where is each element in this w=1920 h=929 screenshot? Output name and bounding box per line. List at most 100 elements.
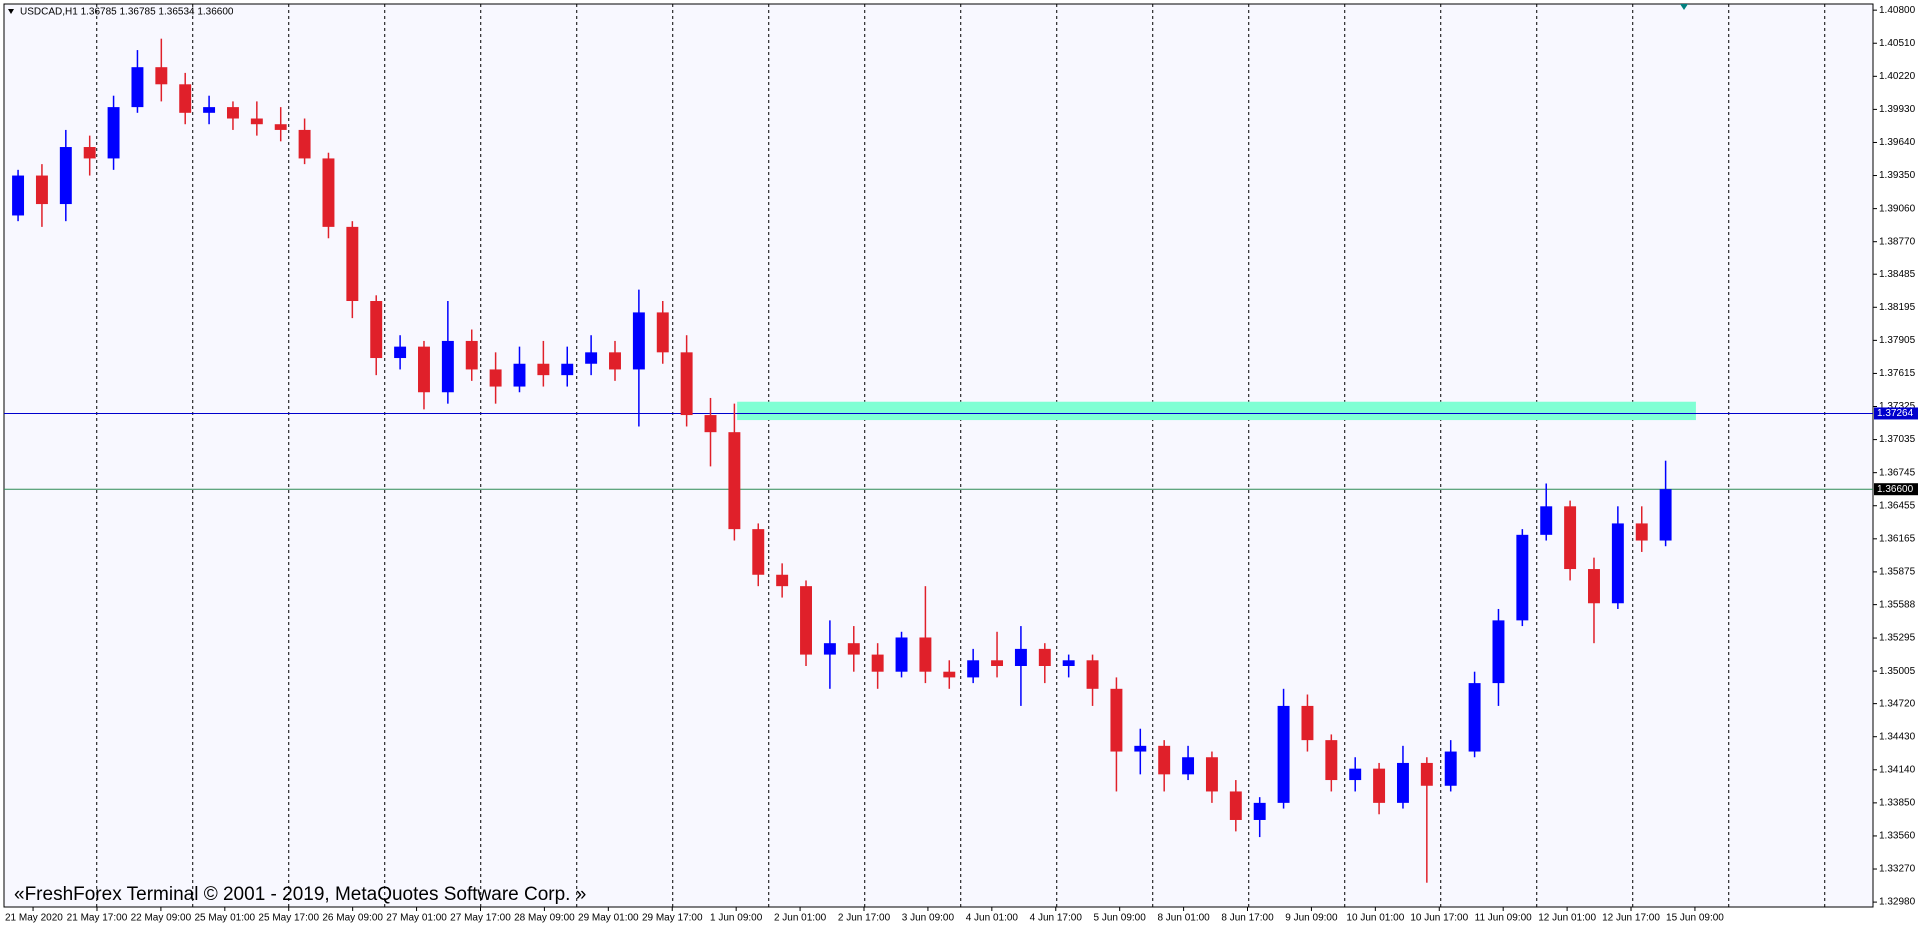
candle-body [680,352,693,416]
x-tick-label: 4 Jun 17:00 [1030,913,1083,924]
x-tick-label: 29 May 01:00 [578,913,639,924]
candle-body [1253,802,1266,820]
y-tick-label: 1.36745 [1879,467,1916,478]
x-tick-label: 29 May 17:00 [642,913,703,924]
candle-body [203,107,216,113]
plot-area [3,3,1874,908]
candle-body [418,346,430,393]
candle-body [776,574,789,587]
candle-body [919,637,932,672]
candle-body [298,129,311,159]
candle-body [107,107,120,159]
y-tick-label: 1.36165 [1879,533,1916,544]
y-tick-label: 1.36455 [1879,500,1916,511]
level-label-box [1874,483,1918,496]
grid [96,4,1826,907]
x-tick-label: 9 Jun 09:00 [1285,913,1338,924]
candle-body [489,369,502,387]
candle-body [1086,660,1099,689]
y-tick-label: 1.35875 [1879,567,1916,578]
candle-body [179,84,192,113]
x-tick-label: 12 Jun 01:00 [1538,913,1596,924]
y-tick-label: 1.38485 [1879,269,1916,280]
candle-body [1038,648,1051,666]
candle-body [35,175,48,205]
x-tick-label: 21 May 2020 [5,913,63,924]
y-tick-label: 1.32980 [1879,897,1916,908]
y-tick-label: 1.33560 [1879,831,1916,842]
candle-body [250,118,263,125]
level-label: 1.36600 [1877,484,1914,495]
x-tick-label: 12 Jun 17:00 [1602,913,1660,924]
candle-body [83,147,96,159]
candle-body [1134,745,1147,752]
x-tick-label: 25 May 01:00 [195,913,256,924]
y-tick-label: 1.35005 [1879,666,1916,677]
candle-body [346,226,359,302]
candle-body [1420,762,1433,786]
x-tick-label: 28 May 09:00 [514,913,575,924]
x-tick-label: 8 Jun 01:00 [1157,913,1210,924]
candle-body [1540,506,1553,535]
candle-body [1349,768,1362,781]
candle-body [1468,683,1481,752]
x-tick-label: 3 Jun 09:00 [902,913,955,924]
x-tick-label: 25 May 17:00 [258,913,319,924]
candle-body [871,654,884,672]
y-tick-label: 1.34720 [1879,698,1916,709]
candle-body [1325,740,1338,781]
candle-body [800,586,812,655]
candle-body [274,124,287,130]
y-tick-label: 1.39640 [1879,137,1916,148]
candle-body [226,107,239,119]
candle-body [1564,506,1577,570]
candle-body [704,415,717,433]
y-tick-label: 1.37035 [1879,434,1916,445]
candle-body [1014,648,1027,666]
candle-body [1229,791,1242,820]
y-tick-label: 1.33850 [1879,798,1916,809]
y-tick-label: 1.38770 [1879,236,1916,247]
candle-body [1492,620,1505,684]
title-arrow [8,9,14,14]
x-tick-label: 11 Jun 09:00 [1475,913,1533,924]
candle-body [728,432,741,530]
marker [1680,4,1688,10]
candle-body [12,175,25,216]
candle-body [1158,745,1171,775]
candle-body [155,67,168,85]
x-tick-label: 27 May 01:00 [386,913,447,924]
x-tick-label: 26 May 09:00 [322,913,383,924]
y-tick-label: 1.38195 [1879,302,1916,313]
x-tick-label: 2 Jun 17:00 [838,913,891,924]
x-tick-label: 15 Jun 09:00 [1666,913,1724,924]
x-tick-label: 4 Jun 01:00 [966,913,1019,924]
zone [737,401,1696,421]
candle-body [1516,534,1529,621]
candle-body [656,312,669,353]
candle-body [1373,768,1386,803]
candle-body [1205,757,1218,792]
level-label-box [1874,407,1918,420]
y-tick-label: 1.34140 [1879,764,1916,775]
candle-body [895,637,908,672]
candle-body [967,660,980,678]
y-tick-label: 1.33270 [1879,864,1916,875]
candle-body [1062,660,1075,666]
candle-body [441,340,454,393]
x-tick-label: 1 Jun 09:00 [710,913,763,924]
candle-body [370,301,383,359]
candle-body [1659,489,1672,541]
level-label: 1.37264 [1877,408,1914,419]
candle-body [847,643,860,655]
x-tick-label: 22 May 09:00 [131,913,192,924]
x-tick-label: 2 Jun 01:00 [774,913,827,924]
x-tick-label: 21 May 17:00 [67,913,128,924]
y-tick-label: 1.39060 [1879,203,1916,214]
candle-body [1277,705,1290,803]
candle-body [609,352,621,370]
x-tick-label: 27 May 17:00 [450,913,511,924]
candle-body [537,363,550,376]
candle-body [1396,762,1409,803]
